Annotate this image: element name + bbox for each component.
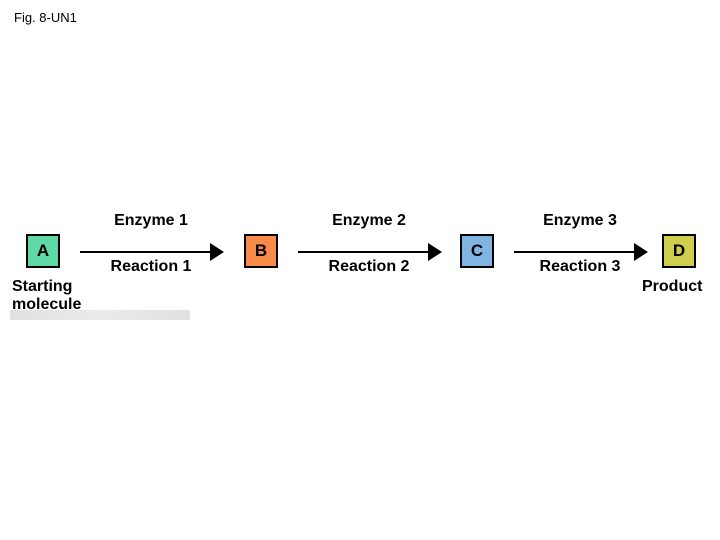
arrow-2-line — [298, 251, 430, 253]
node-b: B — [244, 234, 278, 268]
figure-label: Fig. 8-UN1 — [14, 10, 77, 25]
enzyme-3-label: Enzyme 3 — [510, 212, 650, 230]
arrow-1: Enzyme 1 Reaction 1 — [76, 234, 226, 274]
enzyme-2-label: Enzyme 2 — [294, 212, 444, 230]
reaction-pathway: A B C D Enzyme 1 Reaction 1 Enzyme 2 Rea… — [26, 234, 696, 314]
copyright-smudge — [10, 310, 190, 320]
reaction-2-label: Reaction 2 — [294, 258, 444, 276]
arrow-1-line — [80, 251, 212, 253]
product-caption: Product — [642, 278, 702, 296]
arrow-3: Enzyme 3 Reaction 3 — [510, 234, 650, 274]
reaction-3-label: Reaction 3 — [510, 258, 650, 276]
starting-line1: Starting — [12, 278, 72, 295]
node-d: D — [662, 234, 696, 268]
arrow-2: Enzyme 2 Reaction 2 — [294, 234, 444, 274]
arrow-3-line — [514, 251, 636, 253]
node-a: A — [26, 234, 60, 268]
enzyme-1-label: Enzyme 1 — [76, 212, 226, 230]
reaction-1-label: Reaction 1 — [76, 258, 226, 276]
node-c: C — [460, 234, 494, 268]
